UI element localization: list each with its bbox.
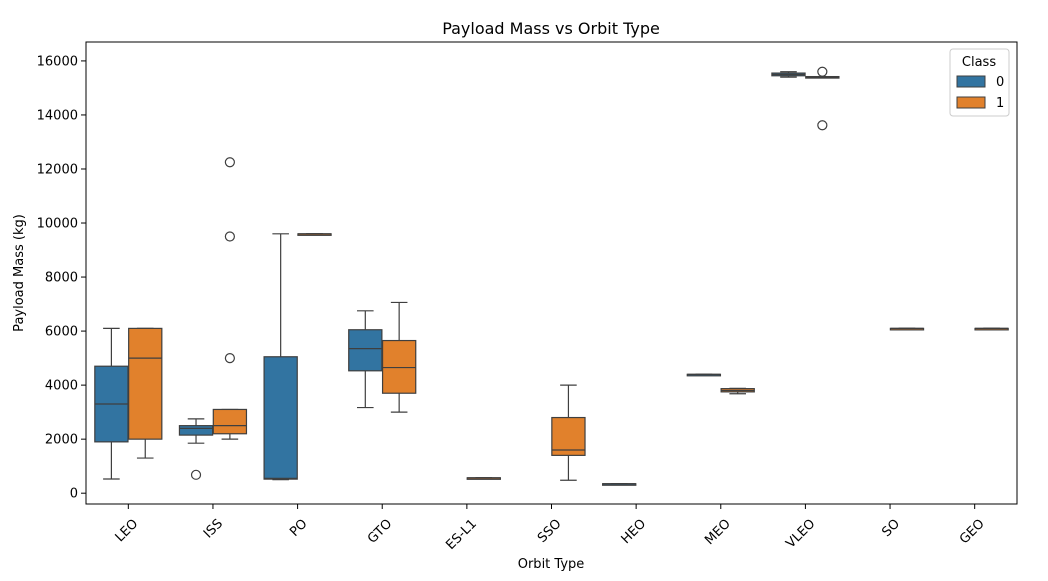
box-leo-class-0 <box>94 327 129 480</box>
box-iqr <box>178 425 214 436</box>
outlier-point <box>224 157 235 168</box>
box-meo-class-1 <box>720 387 755 395</box>
y-tick-label: 0 <box>70 487 78 502</box>
box-iss-class-1 <box>212 157 248 440</box>
legend-swatch-class-0 <box>956 75 986 88</box>
outlier-point <box>224 353 235 364</box>
box-po-class-0 <box>263 233 298 481</box>
box-iqr <box>551 416 586 456</box>
x-tick-label: MEO <box>702 516 734 548</box>
outlier-point <box>817 120 828 131</box>
y-tick-label: 10000 <box>37 217 78 232</box>
outlier-point <box>190 469 202 480</box>
box-es-l1-class-1 <box>466 477 501 480</box>
box-iss-class-0 <box>178 418 214 480</box>
x-tick-label: ES-L1 <box>443 516 480 553</box>
legend-swatch-class-1 <box>956 96 986 109</box>
y-axis-label: Payload Mass (kg) <box>12 214 27 332</box>
box-iqr <box>381 339 417 394</box>
x-tick-label: GTO <box>365 516 395 546</box>
box-iqr <box>348 329 383 372</box>
x-tick-label: ISS <box>201 516 226 541</box>
box-meo-class-0 <box>686 373 722 377</box>
box-heo-class-0 <box>602 483 637 486</box>
x-tick-label: SSO <box>535 516 565 546</box>
box-gto-class-1 <box>381 301 417 413</box>
y-tick-label: 6000 <box>45 325 78 340</box>
box-geo-class-1 <box>974 327 1009 331</box>
box-vleo-class-1 <box>805 66 840 131</box>
x-tick-label: GEO <box>957 516 988 547</box>
box-iqr <box>263 356 298 480</box>
y-tick-label: 16000 <box>37 54 78 69</box>
x-axis-label: Orbit Type <box>518 557 585 572</box>
outlier-point <box>817 66 828 77</box>
box-so-class-1 <box>889 327 925 331</box>
y-tick-label: 8000 <box>45 271 78 286</box>
outlier-point <box>224 231 235 242</box>
box-sso-class-1 <box>551 384 586 481</box>
x-tick-label: LEO <box>113 516 142 545</box>
legend-title: Class <box>962 55 996 70</box>
x-tick-label: HEO <box>619 516 650 547</box>
x-tick-label: PO <box>287 516 310 539</box>
box-vleo-class-0 <box>771 71 806 78</box>
y-tick-label: 4000 <box>45 379 78 394</box>
box-gto-class-0 <box>348 310 383 409</box>
y-tick-label: 14000 <box>37 108 78 123</box>
y-tick-label: 2000 <box>45 433 78 448</box>
y-tick-label: 12000 <box>37 162 78 177</box>
legend: Class 0 1 <box>949 48 1010 117</box>
box-leo-class-1 <box>128 327 163 459</box>
chart-title: Payload Mass vs Orbit Type <box>442 19 660 38</box>
legend-label-class-0: 0 <box>996 75 1004 90</box>
box-iqr <box>128 327 163 440</box>
x-tick-label: SO <box>879 516 903 540</box>
legend-label-class-1: 1 <box>996 96 1004 111</box>
box-po-class-1 <box>297 233 332 236</box>
box-iqr <box>212 408 248 435</box>
x-tick-label: VLEO <box>783 516 818 551</box>
